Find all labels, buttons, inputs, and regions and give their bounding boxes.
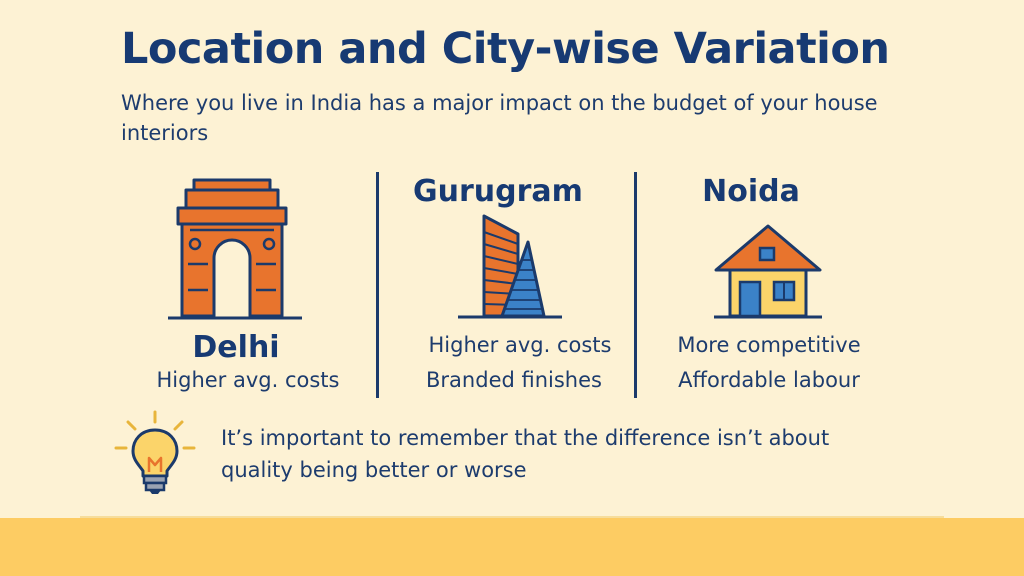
city-name-delhi: Delhi: [192, 330, 280, 365]
city-detail-gurugram-2: Branded finishes: [426, 368, 602, 392]
bottom-rule: [80, 516, 944, 518]
column-divider: [376, 172, 379, 398]
page-title: Location and City-wise Variation: [121, 24, 890, 74]
skyscraper-icon: [458, 214, 562, 319]
city-name-gurugram: Gurugram: [413, 174, 583, 209]
tip-text: It’s important to remember that the diff…: [221, 426, 830, 482]
page-subtitle: Where you live in India has a major impa…: [121, 91, 878, 145]
lightbulb-icon: [114, 410, 196, 494]
india-gate-icon: [168, 178, 302, 320]
bottom-bar: [0, 518, 1024, 576]
city-detail-delhi: Higher avg. costs: [156, 368, 340, 392]
column-divider: [634, 172, 637, 398]
city-detail-noida-2: Affordable labour: [678, 368, 860, 392]
city-name-noida: Noida: [702, 174, 800, 209]
city-detail-gurugram-1: Higher avg. costs: [428, 333, 612, 357]
city-detail-noida-1: More competitive: [677, 333, 861, 357]
house-icon: [714, 224, 822, 319]
